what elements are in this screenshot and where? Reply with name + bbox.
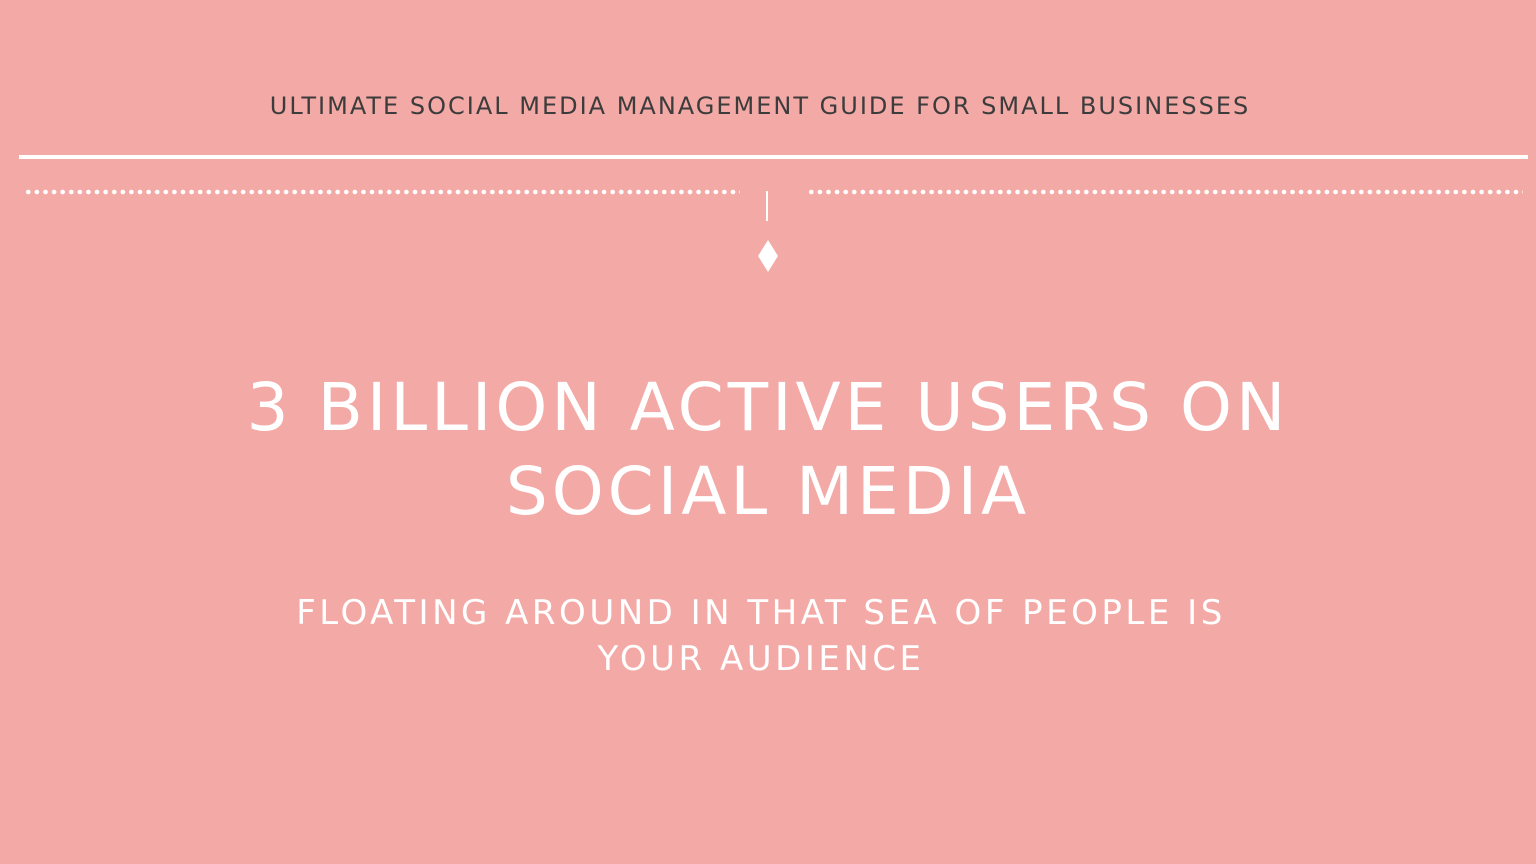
- dotted-divider-right: [807, 189, 1523, 195]
- subheadline-line-1: FLOATING AROUND IN THAT SEA OF PEOPLE IS: [296, 593, 1226, 633]
- divider-line: [19, 155, 1528, 159]
- dotted-divider-left: [24, 189, 740, 195]
- subheadline: FLOATING AROUND IN THAT SEA OF PEOPLE IS…: [0, 590, 1522, 682]
- ornament-stem: [766, 191, 768, 221]
- headline-line-1: 3 BILLION ACTIVE USERS ON: [246, 369, 1290, 446]
- top-title: ULTIMATE SOCIAL MEDIA MANAGEMENT GUIDE F…: [269, 92, 1251, 120]
- diamond-icon: [758, 240, 778, 272]
- headline: 3 BILLION ACTIVE USERS ON SOCIAL MEDIA: [0, 366, 1536, 534]
- headline-line-2: SOCIAL MEDIA: [505, 453, 1031, 530]
- subheadline-line-2: YOUR AUDIENCE: [597, 639, 925, 679]
